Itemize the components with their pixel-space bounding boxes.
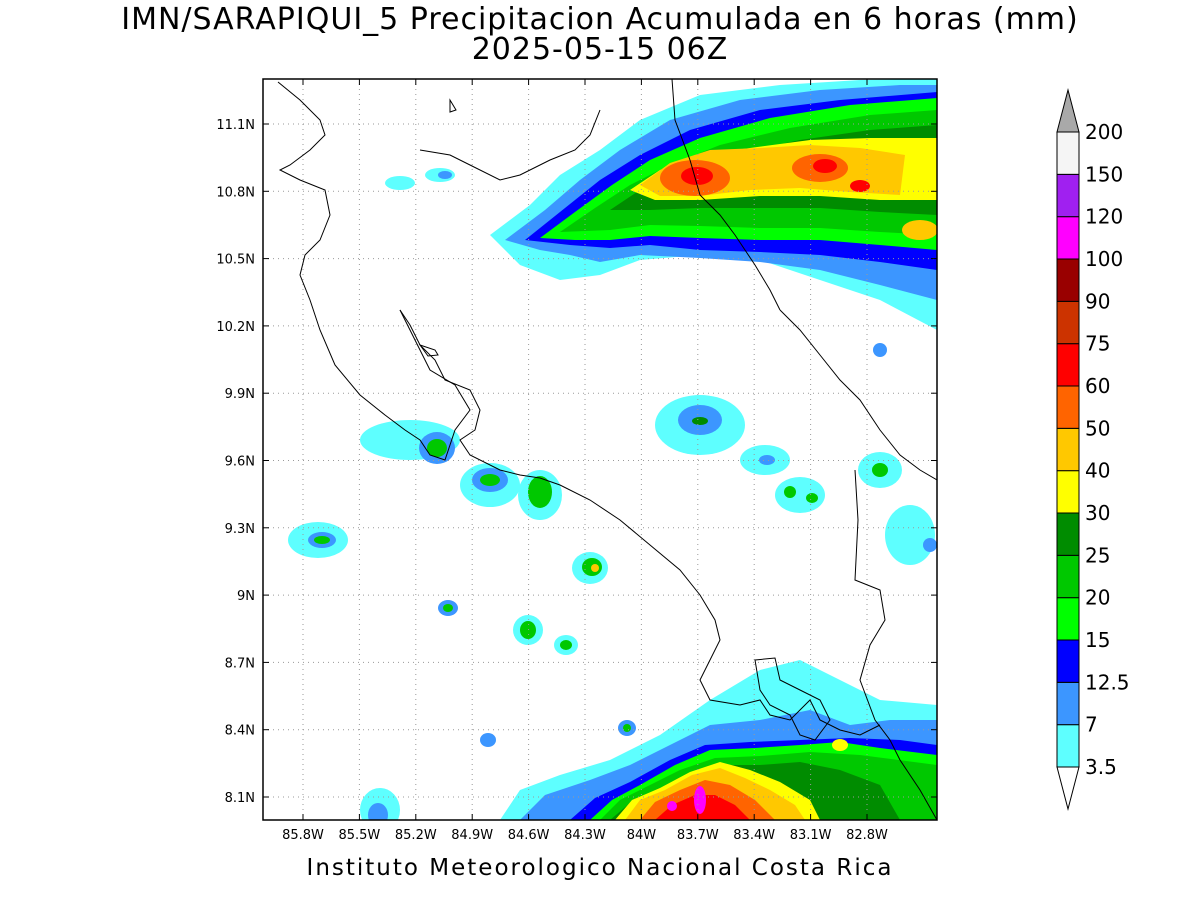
nicoya-peninsula-inner: [418, 344, 439, 357]
legend-label: 12.5: [1085, 670, 1130, 694]
legend-swatch: [1056, 343, 1080, 387]
legend-arrow-low: [1056, 766, 1080, 811]
gulf-nicoya: [399, 309, 881, 736]
legend-label: 120: [1085, 205, 1123, 229]
lat-tick-label: 9.6N: [225, 455, 255, 470]
lat-tick-label: 10.2N: [216, 320, 255, 335]
legend-swatch: [1056, 131, 1080, 175]
gulf-coast-north: [419, 109, 601, 181]
legend-swatch: [1056, 597, 1080, 641]
legend-swatch: [1056, 216, 1080, 260]
legend-swatch: [1056, 173, 1080, 218]
lon-tick-label: 83.7W: [677, 828, 719, 843]
map-frame: [262, 78, 938, 821]
lon-tick-label: 85.2W: [395, 828, 437, 843]
legend-label: 75: [1085, 332, 1110, 356]
precip-north-core-40b: [902, 220, 937, 240]
caribbean-coast: [779, 309, 937, 481]
map-datetime: 2025-05-15 06Z: [471, 32, 729, 67]
osa-peninsula: [754, 657, 831, 741]
legend-swatch: [1056, 512, 1080, 556]
legend-label: 100: [1085, 247, 1123, 271]
legend-swatch: [1056, 724, 1080, 768]
legend-label: 150: [1085, 162, 1123, 186]
legend-label: 200: [1085, 120, 1123, 144]
legend-label: 7: [1085, 713, 1098, 737]
nicaragua-border: [671, 79, 781, 311]
precip-north-core-60b: [813, 159, 837, 173]
legend-swatch: [1056, 385, 1080, 429]
legend-label: 25: [1085, 543, 1110, 567]
legend-label: 60: [1085, 374, 1110, 398]
lon-tick-label: 84W: [627, 828, 657, 843]
precip-north-core-60: [681, 167, 713, 185]
legend-swatch: [1056, 300, 1080, 345]
legend-swatch: [1056, 639, 1080, 683]
lat-tick-label: 8.4N: [225, 724, 255, 739]
lat-tick-label: 8.7N: [225, 656, 255, 671]
lat-tick-label: 11.1N: [216, 118, 255, 133]
lon-tick-label: 85.8W: [282, 828, 324, 843]
lat-tick-label: 8.1N: [225, 791, 255, 806]
lon-tick-label: 84.6W: [508, 828, 550, 843]
axis-ticks: 85.8W 85.5W 85.2W 84.9W 84.6W 84.3W 84W 83.7W 83…: [216, 79, 937, 843]
precipitation-field: [288, 79, 937, 820]
lat-tick-label: 10.5N: [216, 253, 255, 268]
lat-tick-label: 9N: [237, 589, 255, 604]
legend-swatch: [1056, 554, 1080, 599]
lon-tick-label: 82.8W: [846, 828, 888, 843]
legend-label: 20: [1085, 586, 1110, 610]
legend-label: 50: [1085, 416, 1110, 440]
panama-border: [854, 469, 937, 820]
legend-label: 40: [1085, 459, 1110, 483]
lat-tick-label: 10.8N: [216, 185, 255, 200]
map-title: IMN/SARAPIQUI_5 Precipitacion Acumulada …: [121, 2, 1079, 37]
lon-tick-label: 83.4W: [733, 828, 775, 843]
legend-label: 30: [1085, 501, 1110, 525]
legend-arrow-high: [1056, 88, 1080, 133]
pacific-coast-nicoya: [277, 81, 471, 461]
lon-tick-label: 83.1W: [790, 828, 832, 843]
coastlines: [277, 79, 937, 820]
credit-text: Instituto Meteorologico Nacional Costa R…: [306, 855, 894, 881]
island: [449, 98, 457, 113]
lon-tick-label: 84.9W: [451, 828, 493, 843]
legend-swatch: [1056, 470, 1080, 514]
lat-tick-label: 9.9N: [225, 387, 255, 402]
legend-label: 3.5: [1085, 755, 1117, 779]
precip-north-core-60c: [850, 180, 870, 192]
map-grid: [263, 79, 937, 820]
legend-label: 15: [1085, 628, 1110, 652]
legend-swatch: [1056, 258, 1080, 302]
legend-swatch: [1056, 427, 1080, 472]
legend-label: 90: [1085, 289, 1110, 313]
lat-tick-label: 9.3N: [225, 522, 255, 537]
lon-tick-label: 85.5W: [338, 828, 380, 843]
lon-tick-label: 84.3W: [564, 828, 606, 843]
color-legend: 3.5 7 12.5 15 20 25 30 40 50 60 75 90 100 120 150 200: [1056, 88, 1130, 811]
legend-swatch: [1056, 681, 1080, 726]
